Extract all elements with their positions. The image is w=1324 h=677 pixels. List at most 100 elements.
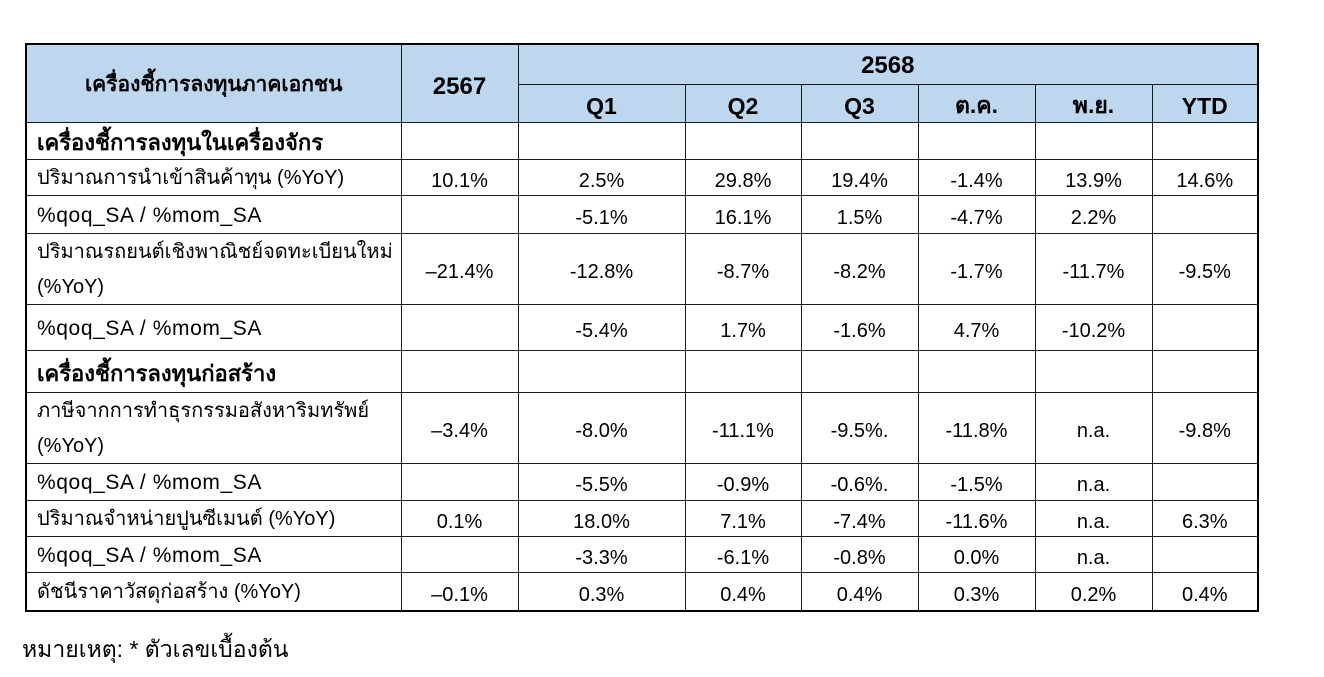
value-ต.ค.: -1.4% <box>950 169 1003 192</box>
value-YTD: -9.5% <box>1178 261 1231 283</box>
current-year-header: 2568 <box>517 43 1259 85</box>
value-cell-YTD: -9.8% <box>1151 391 1259 464</box>
period-header-text: พ.ย. <box>1072 92 1115 118</box>
data-row: %qoq_SA / %mom_SA -5.5% -0.9% -0.6%. -1.5% n.… <box>25 462 1259 501</box>
indicator-label: ปริมาณรถยนต์เชิงพาณิชย์จดทะเบียนใหม่ (%Y… <box>37 240 393 298</box>
value-2567-cell: –21.4% <box>400 232 519 305</box>
value-cell-Q1: 2.5% <box>517 158 686 196</box>
value-2567-cell: 0.1% <box>400 499 519 537</box>
indicator-label: %qoq_SA / %mom_SA <box>37 203 262 227</box>
header-row-periods: Q1 Q2 Q3 ต.ค. พ.ย. YTD <box>26 83 1259 123</box>
indicator-label: ปริมาณการนำเข้าสินค้าทุน (%YoY) <box>37 166 345 189</box>
value-Q1: 18.0% <box>573 510 630 533</box>
value-พ.ย.: n.a. <box>1076 546 1111 569</box>
value-cell-Q1: -5.1% <box>517 194 686 234</box>
value-cell-Q3: -7.4% <box>800 499 919 537</box>
period-header-text: Q2 <box>727 92 759 119</box>
value-cell-ต.ค.: 0.3% <box>917 571 1036 612</box>
indicator-label: ดัชนีราคาวัสดุก่อสร้าง (%YoY) <box>37 580 301 603</box>
value-ต.ค.: -1.5% <box>950 474 1003 496</box>
value-cell-Q3 <box>800 121 919 160</box>
value-cell-Q3 <box>800 349 919 393</box>
indicator-label-cell: %qoq_SA / %mom_SA <box>25 462 402 501</box>
value-cell-ต.ค.: -11.6% <box>917 499 1036 537</box>
value-cell-YTD <box>1151 194 1259 234</box>
value-2567: 10.1% <box>431 169 488 192</box>
value-2567-cell: 10.1% <box>400 158 519 196</box>
value-Q1: 0.3% <box>578 583 625 606</box>
section-label-cell: เครื่องชี้การลงทุนก่อสร้าง <box>25 349 402 393</box>
indicator-label: ปริมาณจำหน่ายปูนซีเมนต์ (%YoY) <box>37 507 336 530</box>
value-2567: –0.1% <box>431 583 488 606</box>
indicator-label-cell: %qoq_SA / %mom_SA <box>25 535 402 573</box>
value-cell-YTD: 14.6% <box>1151 158 1259 196</box>
value-cell-Q1: 18.0% <box>517 499 686 537</box>
value-cell-Q1: -12.8% <box>517 232 686 305</box>
value-cell-Q3: -1.6% <box>800 303 919 351</box>
value-cell-Q1: 0.3% <box>517 571 686 612</box>
value-cell-ต.ค.: 0.0% <box>917 535 1036 573</box>
value-cell-ต.ค.: -11.8% <box>917 391 1036 464</box>
value-cell-Q1: -8.0% <box>517 391 686 464</box>
value-cell-พ.ย.: -11.7% <box>1034 232 1153 305</box>
value-ต.ค.: -4.7% <box>950 206 1003 229</box>
indicator-label-cell: ดัชนีราคาวัสดุก่อสร้าง (%YoY) <box>25 571 402 612</box>
value-2567-cell <box>400 349 519 393</box>
value-พ.ย.: 2.2% <box>1070 206 1117 229</box>
value-cell-YTD <box>1151 121 1259 160</box>
value-cell-พ.ย.: 13.9% <box>1034 158 1153 196</box>
indicator-label-cell: %qoq_SA / %mom_SA <box>25 194 402 234</box>
prev-year-header: 2567 <box>400 43 519 123</box>
value-Q3: -0.6%. <box>830 474 889 496</box>
current-year-header-text: 2568 <box>861 52 915 80</box>
value-cell-ต.ค.: -4.7% <box>917 194 1036 234</box>
value-Q1: -5.1% <box>575 206 628 229</box>
value-cell-พ.ย. <box>1034 349 1153 393</box>
value-ต.ค.: 0.3% <box>953 583 1000 606</box>
value-Q1: 2.5% <box>578 169 625 192</box>
value-cell-ต.ค.: -1.7% <box>917 232 1036 305</box>
private-investment-indicators-table: เครื่องชี้การลงทุนภาคเอกชน 2567 2568 Q1 Q… <box>25 43 1260 612</box>
period-header-text: Q1 <box>586 92 617 119</box>
indicator-column-header: เครื่องชี้การลงทุนภาคเอกชน <box>25 43 402 123</box>
value-2567-cell <box>400 462 519 501</box>
value-2567-cell <box>400 535 519 573</box>
value-cell-Q3: 0.4% <box>800 571 919 612</box>
data-row: ภาษีจากการทำธุรกรรมอสังหาริมทรัพย์ (%YoY… <box>25 391 1259 464</box>
data-row: %qoq_SA / %mom_SA -3.3% -6.1% -0.8% 0.0% n.a. <box>25 535 1259 573</box>
data-row: %qoq_SA / %mom_SA -5.4% 1.7% -1.6% 4.7% -10.2… <box>25 303 1259 351</box>
value-2567: 0.1% <box>436 510 483 533</box>
value-cell-Q2: 29.8% <box>684 158 802 196</box>
value-cell-Q2: -6.1% <box>684 535 802 573</box>
period-header-text: Q3 <box>844 92 875 119</box>
indicator-label: %qoq_SA / %mom_SA <box>37 543 262 567</box>
value-cell-Q2: 16.1% <box>684 194 802 234</box>
value-พ.ย.: 0.2% <box>1070 583 1117 606</box>
section-label: เครื่องชี้การลงทุนในเครื่องจักร <box>37 130 324 155</box>
section-label-cell: เครื่องชี้การลงทุนในเครื่องจักร <box>25 121 402 160</box>
value-YTD: 14.6% <box>1176 169 1234 192</box>
value-พ.ย.: 13.9% <box>1065 169 1122 192</box>
value-cell-YTD: -9.5% <box>1151 232 1259 305</box>
private-investment-indicators-table-wrap: เครื่องชี้การลงทุนภาคเอกชน 2567 2568 Q1 Q… <box>25 43 1260 612</box>
value-พ.ย.: n.a. <box>1076 510 1111 533</box>
value-Q3: -8.2% <box>833 261 886 283</box>
value-cell-Q2: -8.7% <box>684 232 802 305</box>
indicator-column-header-text: เครื่องชี้การลงทุนภาคเอกชน <box>84 72 343 96</box>
footnote: หมายเหตุ: * ตัวเลขเบื้องต้น <box>22 636 289 662</box>
value-2567: –21.4% <box>425 261 494 283</box>
value-cell-พ.ย.: 0.2% <box>1034 571 1153 612</box>
prev-year-header-text: 2567 <box>432 73 487 101</box>
value-2567-cell <box>400 303 519 351</box>
period-header-1: Q1 <box>517 83 686 123</box>
section-label: เครื่องชี้การลงทุนก่อสร้าง <box>37 360 277 386</box>
value-2567-cell: –0.1% <box>400 571 519 612</box>
value-พ.ย.: -11.7% <box>1062 261 1125 283</box>
indicator-label: %qoq_SA / %mom_SA <box>37 316 262 340</box>
value-cell-YTD <box>1151 303 1259 351</box>
period-header-text: ต.ค. <box>954 92 999 118</box>
value-พ.ย.: n.a. <box>1076 420 1111 442</box>
period-header-4: ต.ค. <box>917 83 1036 123</box>
value-cell-พ.ย.: n.a. <box>1034 462 1153 501</box>
value-cell-YTD <box>1151 349 1259 393</box>
